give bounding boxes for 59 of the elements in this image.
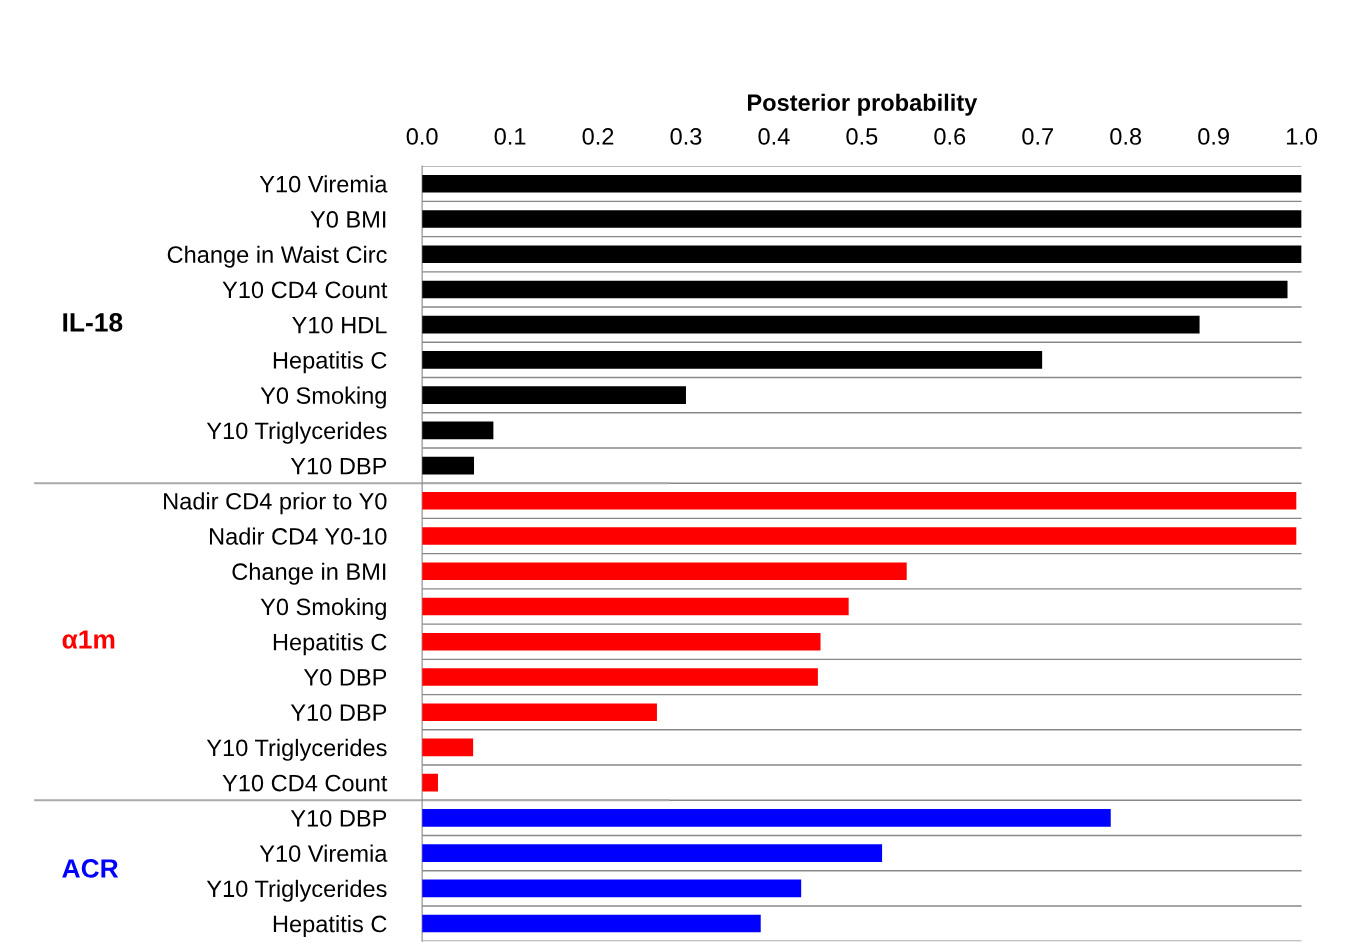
x-tick-label: 0.3 bbox=[670, 128, 702, 145]
bar bbox=[422, 527, 1297, 545]
bar bbox=[422, 210, 1302, 228]
bar bbox=[422, 914, 761, 933]
bar bbox=[422, 597, 849, 616]
y-tick-label: Hepatitis C bbox=[273, 351, 387, 374]
bar bbox=[422, 386, 686, 404]
y-tick-label: Y0 BMI bbox=[310, 211, 386, 228]
bar bbox=[422, 632, 821, 651]
text: IL-18 bbox=[63, 313, 123, 332]
y-tick-label: Hepatitis C bbox=[273, 915, 387, 938]
bar bbox=[422, 245, 1302, 264]
bar bbox=[422, 738, 474, 757]
x-tick-label: 0.8 bbox=[1110, 128, 1142, 145]
y-tick-label: Y10 HDL bbox=[292, 316, 387, 334]
bar bbox=[422, 421, 494, 440]
text: α1m bbox=[62, 630, 115, 649]
x-tick-label: 0.0 bbox=[406, 128, 438, 145]
y-tick-label: Y10 Triglycerides bbox=[206, 421, 387, 444]
text: ACR bbox=[62, 859, 119, 878]
y-tick-label: Nadir CD4 Y0-10 bbox=[209, 527, 387, 545]
y-tick-label: Y10 Viremia bbox=[259, 844, 388, 862]
x-tick-label: 0.1 bbox=[494, 128, 526, 145]
y-tick-label: Y10 DBP bbox=[290, 457, 387, 475]
y-tick-label: Y10 Viremia bbox=[259, 175, 388, 193]
x-tick-label: 0.2 bbox=[582, 128, 614, 145]
bar bbox=[422, 280, 1288, 299]
x-tick-label: 1.0 bbox=[1286, 128, 1318, 145]
bar bbox=[422, 703, 657, 721]
bar bbox=[422, 315, 1200, 334]
bar bbox=[422, 809, 1111, 827]
bar bbox=[422, 844, 883, 862]
bar bbox=[422, 174, 1302, 193]
y-tick-label: Nadir CD4 prior to Y0 bbox=[164, 492, 387, 515]
y-tick-label: Hepatitis C bbox=[273, 633, 387, 656]
y-tick-label: Y0 Smoking bbox=[260, 597, 386, 620]
x-axis-title: Posterior probability bbox=[748, 93, 978, 116]
y-tick-label: Y10 DBP bbox=[290, 704, 387, 721]
y-tick-label: Change in BMI bbox=[232, 562, 386, 585]
bar bbox=[422, 773, 438, 792]
y-tick-label: Change in Waist Circ bbox=[167, 245, 387, 268]
x-tick-label: 0.4 bbox=[758, 128, 790, 145]
bar bbox=[422, 668, 818, 686]
y-tick-label: Y10 CD4 Count bbox=[222, 774, 388, 792]
y-tick-label: Y10 DBP bbox=[290, 809, 387, 827]
x-tick-label: 0.6 bbox=[934, 128, 966, 145]
bar bbox=[422, 456, 475, 475]
y-tick-label: Y10 CD4 Count bbox=[222, 281, 388, 299]
bar bbox=[422, 562, 907, 581]
y-tick-label: Y0 Smoking bbox=[260, 386, 386, 409]
bar bbox=[422, 492, 1297, 510]
bar bbox=[422, 879, 802, 898]
x-tick-label: 0.7 bbox=[1022, 128, 1053, 145]
x-tick-label: 0.5 bbox=[846, 128, 878, 145]
y-tick-label: Y10 Triglycerides bbox=[206, 879, 387, 902]
y-tick-label: Y10 Triglycerides bbox=[206, 738, 387, 761]
y-tick-label: Y0 DBP bbox=[303, 669, 387, 686]
bar bbox=[422, 351, 1043, 369]
x-tick-label: 0.9 bbox=[1198, 128, 1229, 145]
